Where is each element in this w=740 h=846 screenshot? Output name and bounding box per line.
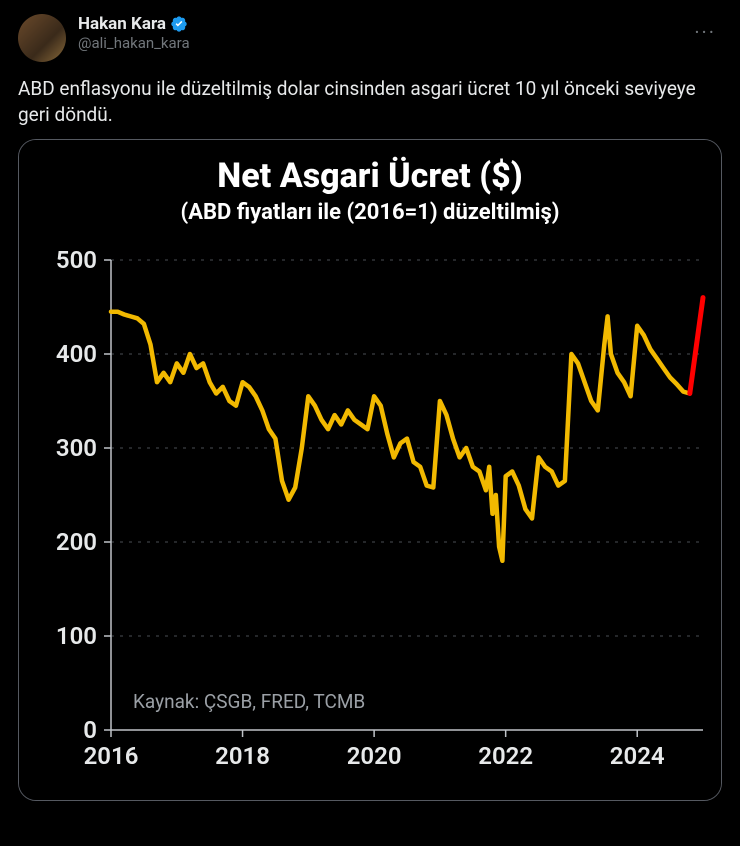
more-options-icon[interactable]: ···	[688, 16, 722, 48]
avatar[interactable]	[18, 14, 66, 62]
svg-text:200: 200	[56, 528, 97, 556]
author-handle[interactable]: @ali_hakan_kara	[78, 34, 190, 52]
series-net-min-wage-usd	[111, 312, 690, 561]
tweet-header: Hakan Kara @ali_hakan_kara ···	[18, 14, 722, 62]
svg-text:2022: 2022	[478, 742, 533, 770]
author-block: Hakan Kara @ali_hakan_kara	[78, 14, 190, 52]
series-projection	[690, 298, 703, 394]
media-card[interactable]: Net Asgari Ücret ($) (ABD fiyatları ile …	[18, 139, 722, 801]
chart-svg: 0 100 200 300 400 500 2016 2018 2020 2022 2024 Kayn…	[19, 140, 721, 800]
svg-text:300: 300	[56, 434, 97, 462]
svg-text:0: 0	[83, 716, 97, 744]
svg-text:100: 100	[56, 622, 97, 650]
svg-text:400: 400	[56, 340, 97, 368]
svg-text:2018: 2018	[215, 742, 270, 770]
tweet-text: ABD enflasyonu ile düzeltilmiş dolar cin…	[18, 76, 722, 127]
svg-text:500: 500	[56, 246, 97, 274]
svg-text:2020: 2020	[347, 742, 402, 770]
author-name[interactable]: Hakan Kara	[78, 14, 166, 34]
verified-badge-icon	[170, 15, 188, 33]
svg-text:2024: 2024	[610, 742, 665, 770]
chart-source-label: Kaynak: ÇSGB, FRED, TCMB	[133, 690, 365, 713]
tweet: Hakan Kara @ali_hakan_kara ··· ABD enfla…	[0, 0, 740, 127]
chart-image: Net Asgari Ücret ($) (ABD fiyatları ile …	[19, 140, 721, 800]
svg-text:2016: 2016	[84, 742, 139, 770]
